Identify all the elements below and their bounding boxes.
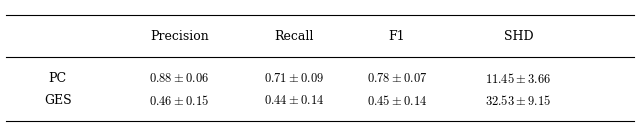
Text: $0.45 \pm 0.14$: $0.45 \pm 0.14$ <box>367 94 427 108</box>
Text: PC: PC <box>49 72 67 85</box>
Text: F1: F1 <box>388 30 405 43</box>
Text: $\mathbf{0.71} \pm \mathbf{0.09}$: $\mathbf{0.71} \pm \mathbf{0.09}$ <box>264 72 324 85</box>
Text: SHD: SHD <box>504 30 533 43</box>
Text: $\mathbf{0.88} \pm \mathbf{0.06}$: $\mathbf{0.88} \pm \mathbf{0.06}$ <box>149 72 209 85</box>
Text: $0.44 \pm 0.14$: $0.44 \pm 0.14$ <box>264 94 324 107</box>
Text: GES: GES <box>44 94 72 107</box>
Text: $\mathbf{11.45} \pm \mathbf{3.66}$: $\mathbf{11.45} \pm \mathbf{3.66}$ <box>485 72 552 86</box>
Text: $0.46 \pm 0.15$: $0.46 \pm 0.15$ <box>149 94 209 108</box>
Text: $32.53 \pm 9.15$: $32.53 \pm 9.15$ <box>485 94 552 108</box>
Text: $\mathbf{0.78} \pm \mathbf{0.07}$: $\mathbf{0.78} \pm \mathbf{0.07}$ <box>367 72 427 85</box>
Text: Precision: Precision <box>150 30 209 43</box>
Text: Recall: Recall <box>275 30 314 43</box>
